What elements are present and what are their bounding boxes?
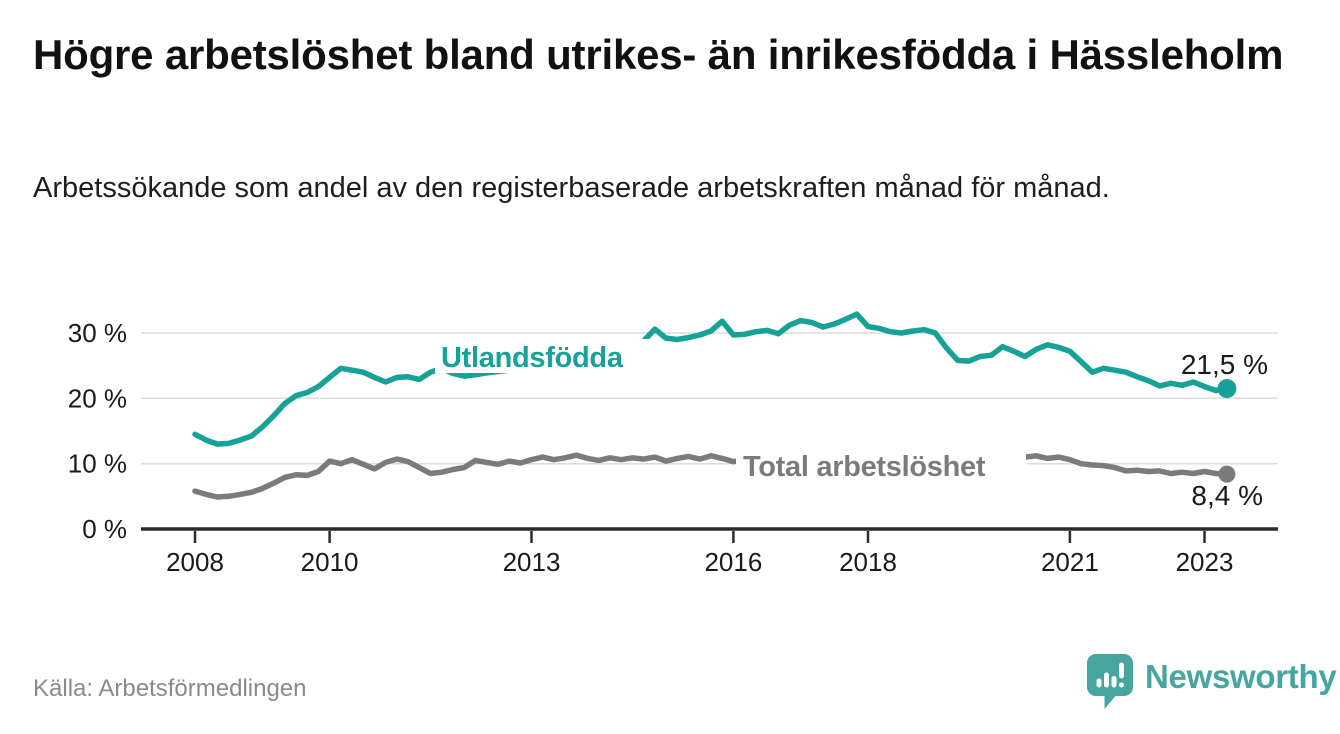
newsworthy-logo: Newsworthy: [1086, 652, 1337, 710]
chart-subtitle: Arbetssökande som andel av den registerb…: [33, 172, 1110, 204]
bar-glyph-1: [1096, 678, 1102, 687]
end-dot: [1217, 379, 1237, 398]
x-tick-label: 2023: [1176, 547, 1234, 577]
y-tick-label: 0 %: [82, 514, 127, 544]
y-tick-label: 10 %: [68, 449, 127, 479]
y-tick-label: 30 %: [68, 318, 127, 348]
x-tick-label: 2013: [503, 547, 561, 577]
end-value-label: 21,5 %: [1181, 349, 1268, 380]
series-label: Utlandsfödda: [441, 342, 624, 374]
speech-bubble-shape: [1087, 653, 1133, 709]
bar-glyph-2: [1104, 672, 1109, 687]
exclamation-dot: [1119, 682, 1124, 687]
x-tick-label: 2021: [1041, 547, 1099, 577]
series-label: Total arbetslöshet: [743, 451, 986, 483]
end-dot: [1218, 465, 1236, 483]
series-label-mask: [435, 339, 651, 373]
newsworthy-icon: [1087, 653, 1133, 709]
y-tick-label: 20 %: [68, 383, 127, 413]
series-line-total-arbetsloshet: [192, 452, 1230, 500]
chart-title: Högre arbetslöshet bland utrikes- än inr…: [33, 31, 1284, 78]
newsworthy-wordmark: Newsworthy: [1145, 658, 1337, 695]
series-label-mask: [736, 447, 1026, 481]
end-value-label: 8,4 %: [1191, 480, 1263, 511]
x-tick-label: 2008: [166, 547, 224, 577]
exclamation-bar: [1119, 662, 1124, 678]
x-tick-label: 2018: [839, 547, 897, 577]
bar-glyph-3: [1111, 675, 1117, 687]
series-line-utlandsfodda: [192, 311, 1230, 447]
source-note: Källa: Arbetsförmedlingen: [33, 675, 307, 702]
x-tick-label: 2010: [301, 547, 359, 577]
x-tick-label: 2016: [704, 547, 762, 577]
